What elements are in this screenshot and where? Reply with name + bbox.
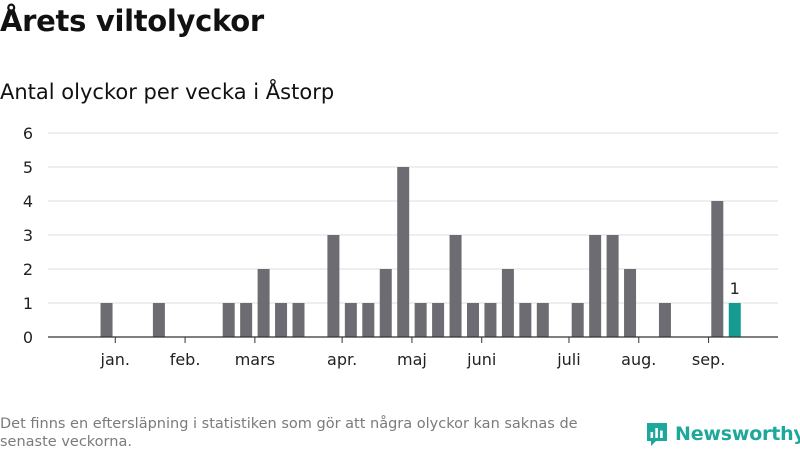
bar bbox=[467, 303, 479, 337]
y-tick-label: 4 bbox=[23, 192, 33, 211]
y-tick-label: 2 bbox=[23, 260, 33, 279]
y-tick-label: 1 bbox=[23, 294, 33, 313]
bar bbox=[414, 303, 427, 337]
brand-logo: Newsworthy bbox=[645, 421, 800, 447]
y-tick-label: 3 bbox=[23, 226, 33, 245]
y-tick-label: 5 bbox=[23, 158, 33, 177]
bar bbox=[100, 303, 113, 337]
chart-title: Årets viltolyckor bbox=[0, 4, 264, 38]
x-tick-label: apr. bbox=[327, 350, 357, 369]
bar bbox=[519, 303, 532, 337]
bar bbox=[589, 235, 602, 337]
x-tick-label: aug. bbox=[621, 350, 656, 369]
bar bbox=[501, 269, 514, 337]
x-tick-label: jan. bbox=[100, 350, 130, 369]
footnote: Det finns en eftersläpning i statistiken… bbox=[0, 416, 578, 450]
bar bbox=[624, 269, 637, 337]
bar bbox=[222, 303, 235, 337]
brand-name: Newsworthy bbox=[675, 423, 800, 445]
x-tick-label: maj bbox=[397, 350, 427, 369]
y-tick-label: 6 bbox=[23, 124, 33, 143]
bar-chart: 0 1 2 3 4 5 6 1 jan. feb. mars apr. maj juni juli aug. s… bbox=[23, 124, 778, 369]
data-label: 1 bbox=[730, 279, 740, 298]
bar bbox=[240, 303, 253, 337]
bar-chart-logo-icon bbox=[647, 423, 667, 446]
bar bbox=[397, 167, 410, 337]
y-tick-label: 0 bbox=[23, 328, 33, 347]
bar bbox=[449, 235, 462, 337]
bar bbox=[658, 303, 671, 337]
x-tick-label: mars bbox=[235, 350, 275, 369]
bar bbox=[711, 201, 724, 337]
bar bbox=[571, 303, 584, 337]
x-tick-label: sep. bbox=[692, 350, 725, 369]
bar bbox=[362, 303, 375, 337]
x-tick-label: juli bbox=[556, 350, 580, 369]
bar bbox=[432, 303, 445, 337]
bar bbox=[152, 303, 165, 337]
bar bbox=[484, 303, 497, 337]
x-tick-label: feb. bbox=[170, 350, 201, 369]
bar bbox=[606, 235, 619, 337]
highlight-bar bbox=[728, 303, 741, 337]
bar bbox=[275, 303, 288, 337]
bar bbox=[292, 303, 305, 337]
bar bbox=[536, 303, 549, 337]
bar bbox=[327, 235, 340, 337]
x-tick-label: juni bbox=[466, 350, 496, 369]
bar bbox=[257, 269, 270, 337]
bar bbox=[344, 303, 357, 337]
bar bbox=[379, 269, 392, 337]
chart-subtitle: Antal olyckor per vecka i Åstorp bbox=[0, 80, 335, 104]
